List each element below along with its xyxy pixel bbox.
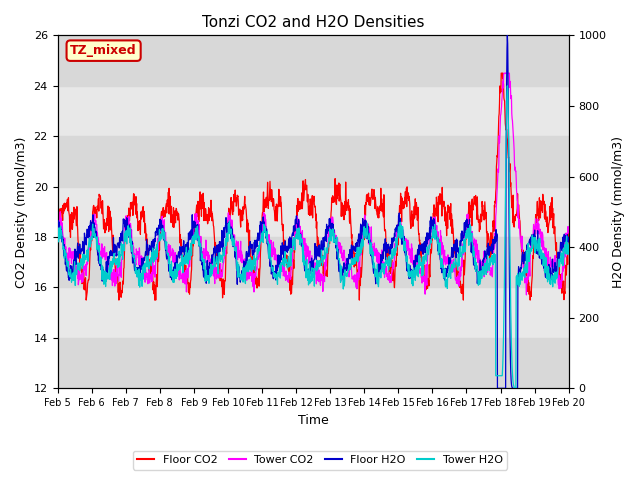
Tower CO2 bbox=[281, 274, 289, 279]
Floor H2O bbox=[291, 223, 298, 228]
Text: TZ_mixed: TZ_mixed bbox=[70, 44, 137, 57]
Floor CO2 bbox=[54, 233, 61, 239]
Floor CO2 bbox=[291, 250, 298, 255]
Tower CO2 bbox=[500, 70, 508, 76]
Tower CO2 bbox=[523, 292, 531, 298]
Line: Floor H2O: Floor H2O bbox=[58, 36, 569, 388]
Tower CO2 bbox=[565, 230, 573, 236]
Floor H2O bbox=[344, 257, 352, 263]
Tower H2O bbox=[512, 385, 520, 391]
Floor CO2 bbox=[271, 212, 278, 218]
X-axis label: Time: Time bbox=[298, 414, 328, 427]
Floor CO2 bbox=[115, 289, 122, 295]
Tower H2O bbox=[344, 266, 352, 272]
Floor H2O bbox=[54, 222, 61, 228]
Floor CO2 bbox=[93, 204, 101, 209]
Tower CO2 bbox=[114, 272, 122, 277]
Floor H2O bbox=[493, 385, 501, 391]
Floor CO2 bbox=[282, 251, 289, 257]
Floor H2O bbox=[565, 235, 573, 241]
Tower H2O bbox=[565, 244, 573, 250]
Tower H2O bbox=[281, 249, 289, 254]
Floor H2O bbox=[114, 240, 122, 246]
Tower CO2 bbox=[54, 220, 61, 226]
Title: Tonzi CO2 and H2O Densities: Tonzi CO2 and H2O Densities bbox=[202, 15, 424, 30]
Floor CO2 bbox=[345, 207, 353, 213]
Y-axis label: CO2 Density (mmol/m3): CO2 Density (mmol/m3) bbox=[15, 136, 28, 288]
Tower H2O bbox=[504, 83, 511, 89]
Floor H2O bbox=[271, 272, 278, 277]
Tower H2O bbox=[93, 234, 101, 240]
Floor H2O bbox=[93, 245, 101, 251]
Tower H2O bbox=[271, 270, 278, 276]
Tower CO2 bbox=[291, 237, 298, 243]
Bar bbox=[58, 36, 569, 86]
Tower H2O bbox=[114, 264, 122, 270]
Line: Tower CO2: Tower CO2 bbox=[58, 73, 569, 295]
Floor CO2 bbox=[565, 225, 573, 230]
Floor CO2 bbox=[497, 70, 505, 76]
Tower H2O bbox=[291, 238, 298, 243]
Tower CO2 bbox=[93, 234, 101, 240]
Bar bbox=[58, 237, 569, 288]
Tower CO2 bbox=[344, 265, 352, 271]
Bar bbox=[58, 338, 569, 388]
Y-axis label: H2O Density (mmol/m3): H2O Density (mmol/m3) bbox=[612, 136, 625, 288]
Floor H2O bbox=[504, 33, 511, 38]
Tower H2O bbox=[54, 236, 61, 242]
Tower CO2 bbox=[271, 257, 278, 263]
Floor CO2 bbox=[83, 297, 90, 303]
Bar bbox=[58, 136, 569, 187]
Legend: Floor CO2, Tower CO2, Floor H2O, Tower H2O: Floor CO2, Tower CO2, Floor H2O, Tower H… bbox=[133, 451, 507, 469]
Line: Tower H2O: Tower H2O bbox=[58, 86, 569, 388]
Floor H2O bbox=[281, 243, 289, 249]
Line: Floor CO2: Floor CO2 bbox=[58, 73, 569, 300]
